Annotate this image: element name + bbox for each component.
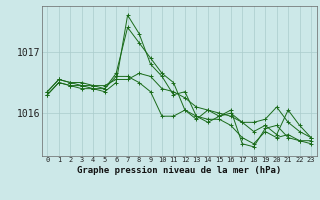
X-axis label: Graphe pression niveau de la mer (hPa): Graphe pression niveau de la mer (hPa) — [77, 166, 281, 175]
